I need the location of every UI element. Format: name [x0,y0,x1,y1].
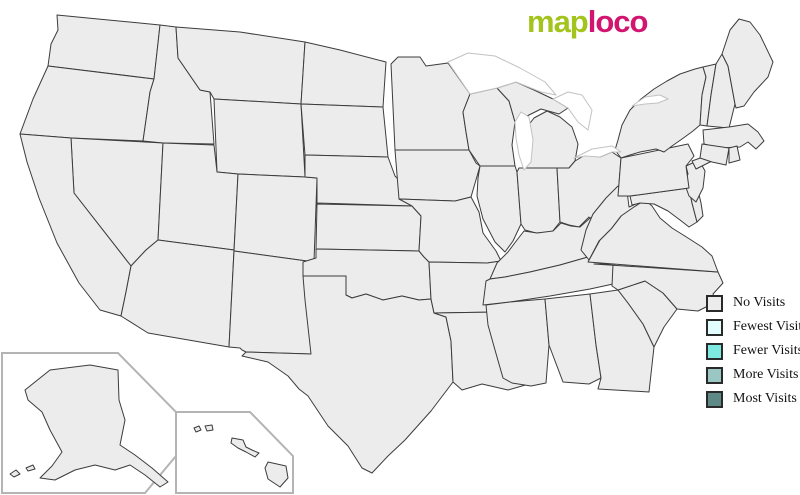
state-alaska-aleutians [9,464,36,478]
legend-row-no-visits: No Visits [706,291,800,315]
legend-row-fewer-visits: Fewer Visits [706,339,800,363]
state-pennsylvania [617,143,695,197]
state-new-mexico [228,250,315,355]
state-oregon [19,65,155,142]
lake-ontario [631,94,669,107]
state-new-york [614,66,707,159]
maploco-logo[interactable]: maploco [527,4,649,39]
legend-label-most-visits: Most Visits [733,391,797,406]
state-alaska [24,364,169,488]
legend-swatch-fewer-visits [706,342,723,360]
state-kansas [315,203,422,252]
legend-row-fewest-visits: Fewest Visits [706,315,800,339]
visit-legend: No Visits Fewest Visits Fewer Visits Mor… [706,291,800,411]
state-north-carolina [593,263,724,312]
legend-label-fewer-visits: Fewer Visits [733,343,800,358]
state-illinois [476,165,522,253]
legend-label-fewest-visits: Fewest Visits [733,319,800,334]
state-rhode-island [728,145,741,164]
lake-erie [573,145,622,159]
hawaii-inset-frame [175,411,294,494]
legend-label-no-visits: No Visits [733,295,786,310]
legend-label-more-visits: More Visits [733,367,799,382]
legend-row-most-visits: Most Visits [706,387,800,411]
state-iowa [394,149,481,202]
legend-swatch-no-visits [706,294,723,312]
lake-huron [552,91,593,131]
state-connecticut [699,143,730,166]
state-hawaii-maui [230,437,260,458]
state-california [19,133,132,317]
state-hawaii-big-island [264,461,289,488]
legend-swatch-most-visits [706,390,723,408]
logo-map-text: map [527,4,589,39]
legend-row-more-visits: More Visits [706,363,800,387]
state-texas [241,275,454,474]
state-north-dakota [300,41,387,108]
lake-superior [447,52,557,96]
logo-loco-text: loco [587,4,649,39]
legend-swatch-more-visits [706,366,723,384]
state-indiana [516,167,561,234]
state-south-dakota [300,103,389,158]
state-mississippi [485,298,550,387]
state-hawaii-oahu [204,424,214,432]
lake-michigan [514,111,534,171]
legend-swatch-fewest-visits [706,318,723,336]
state-wyoming [213,98,306,178]
state-hawaii-kauai [193,425,202,433]
state-maine [721,18,774,109]
state-colorado [233,173,318,263]
